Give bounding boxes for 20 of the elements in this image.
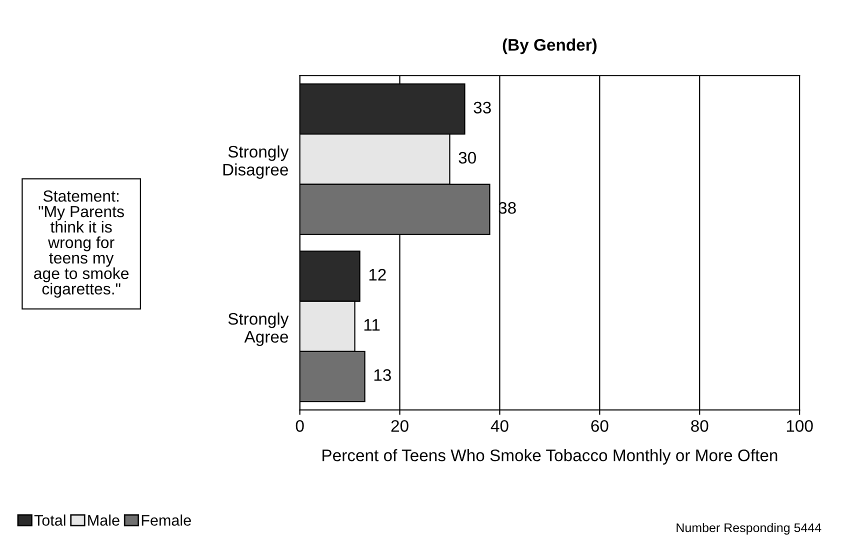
x-axis-title: Percent of Teens Who Smoke Tobacco Monthly or More Often	[322, 449, 778, 465]
text: Statement: "My Parents think it is wrong for teens my age to smoke cigarettes."	[34, 190, 129, 298]
data-label: 11	[364, 319, 380, 331]
x-tick-label: 40	[490, 420, 508, 432]
data-label: 13	[374, 369, 391, 381]
data-label: 33	[474, 102, 491, 114]
legend-label: Male	[88, 514, 120, 526]
x-tick-label: 0	[296, 420, 304, 432]
data-label: 30	[458, 152, 476, 164]
x-tick-label: 100	[786, 420, 813, 432]
chart-title: (By Gender)	[502, 38, 597, 54]
text: Number Responding 5444	[676, 522, 822, 535]
legend-label: Total	[34, 514, 66, 526]
legend-label: Female	[142, 514, 191, 526]
x-tick-label: 20	[391, 420, 408, 432]
x-tick-label: 60	[591, 420, 608, 432]
y-tick-label: Strongly Agree	[228, 312, 289, 346]
data-label: 12	[369, 268, 386, 280]
x-tick-label: 80	[691, 420, 708, 432]
y-tick-label: Strongly Disagree	[223, 145, 289, 179]
